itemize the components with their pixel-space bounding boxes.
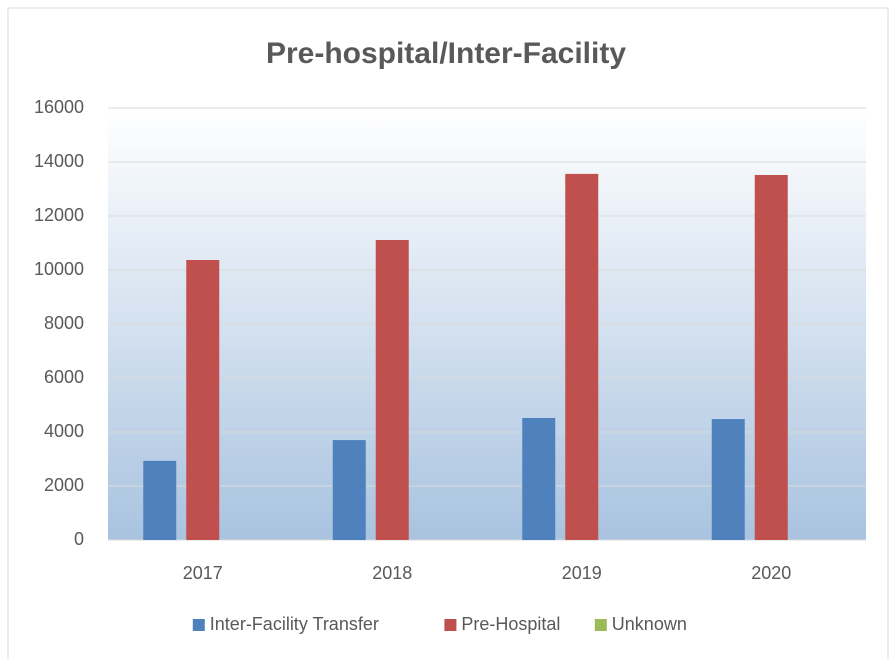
y-tick-label: 4000	[44, 421, 84, 441]
y-tick-label: 0	[74, 529, 84, 549]
x-tick-label: 2017	[183, 563, 223, 583]
bar	[522, 417, 556, 540]
legend-swatch	[444, 619, 457, 631]
y-tick-label: 2000	[44, 475, 84, 495]
bar	[565, 173, 599, 540]
bar	[711, 419, 745, 540]
legend-label: Pre-Hospital	[461, 614, 560, 634]
bar	[375, 240, 409, 540]
y-tick-label: 12000	[34, 205, 84, 225]
legend-label: Inter-Facility Transfer	[210, 614, 379, 634]
x-tick-label: 2020	[751, 563, 791, 583]
chart-title: Pre-hospital/Inter-Facility	[266, 37, 626, 70]
legend-label: Unknown	[612, 614, 687, 634]
x-tick-label: 2019	[562, 563, 602, 583]
y-tick-label: 10000	[34, 259, 84, 279]
y-tick-label: 14000	[34, 151, 84, 171]
y-tick-label: 16000	[34, 97, 84, 117]
legend-swatch	[192, 619, 205, 631]
x-tick-label: 2018	[372, 563, 412, 583]
legend-swatch	[594, 619, 607, 631]
bar	[754, 174, 788, 540]
y-tick-label: 6000	[44, 367, 84, 387]
bar	[143, 460, 177, 540]
bar	[186, 260, 220, 540]
y-tick-label: 8000	[44, 313, 84, 333]
bar	[332, 440, 366, 540]
